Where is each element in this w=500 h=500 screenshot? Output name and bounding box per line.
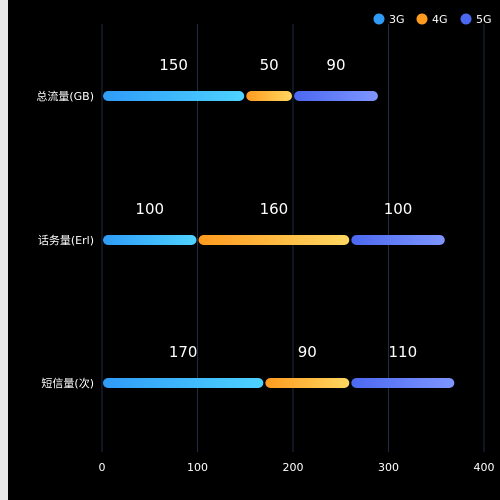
bars xyxy=(103,91,455,388)
value-label: 90 xyxy=(326,56,345,74)
bar-3G-2[interactable] xyxy=(103,378,264,388)
legend-item-4G[interactable]: 4G xyxy=(416,13,448,26)
value-label: 100 xyxy=(384,200,413,218)
value-label: 90 xyxy=(298,343,317,361)
legend-swatch xyxy=(416,13,428,25)
bar-3G-1[interactable] xyxy=(103,235,197,245)
x-tick-label: 100 xyxy=(187,461,208,474)
value-label: 110 xyxy=(389,343,418,361)
x-tick-label: 400 xyxy=(474,461,495,474)
category-labels: 总流量(GB) 话务量(Erl) 短信量(次) xyxy=(36,89,94,390)
value-label: 160 xyxy=(260,200,289,218)
legend-item-5G[interactable]: 5G xyxy=(460,13,492,26)
category-label: 短信量(次) xyxy=(41,376,94,390)
legend[interactable]: 3G 4G 5G xyxy=(373,13,492,26)
legend-swatch xyxy=(373,13,385,25)
x-tick-label: 200 xyxy=(283,461,304,474)
legend-swatch xyxy=(460,13,472,25)
bar-4G-1[interactable] xyxy=(198,235,350,245)
bar-5G-2[interactable] xyxy=(351,378,455,388)
x-axis-ticks: 0 100 200 300 400 xyxy=(99,461,495,474)
value-label: 50 xyxy=(260,56,279,74)
value-labels: 150 50 90 100 160 100 170 90 110 xyxy=(135,56,417,361)
bar-5G-0[interactable] xyxy=(294,91,378,101)
value-label: 150 xyxy=(159,56,188,74)
category-label: 话务量(Erl) xyxy=(38,234,94,247)
legend-label: 5G xyxy=(476,13,492,26)
value-label: 100 xyxy=(135,200,164,218)
bar-3G-0[interactable] xyxy=(103,91,245,101)
category-label: 总流量(GB) xyxy=(36,89,94,103)
legend-item-3G[interactable]: 3G xyxy=(373,13,405,26)
x-tick-label: 300 xyxy=(378,461,399,474)
bar-5G-1[interactable] xyxy=(351,235,445,245)
bar-4G-0[interactable] xyxy=(246,91,292,101)
legend-label: 4G xyxy=(432,13,448,26)
value-label: 170 xyxy=(169,343,198,361)
legend-label: 3G xyxy=(389,13,405,26)
bar-4G-2[interactable] xyxy=(265,378,350,388)
left-edge-strip xyxy=(0,0,8,500)
x-tick-label: 0 xyxy=(99,461,106,474)
